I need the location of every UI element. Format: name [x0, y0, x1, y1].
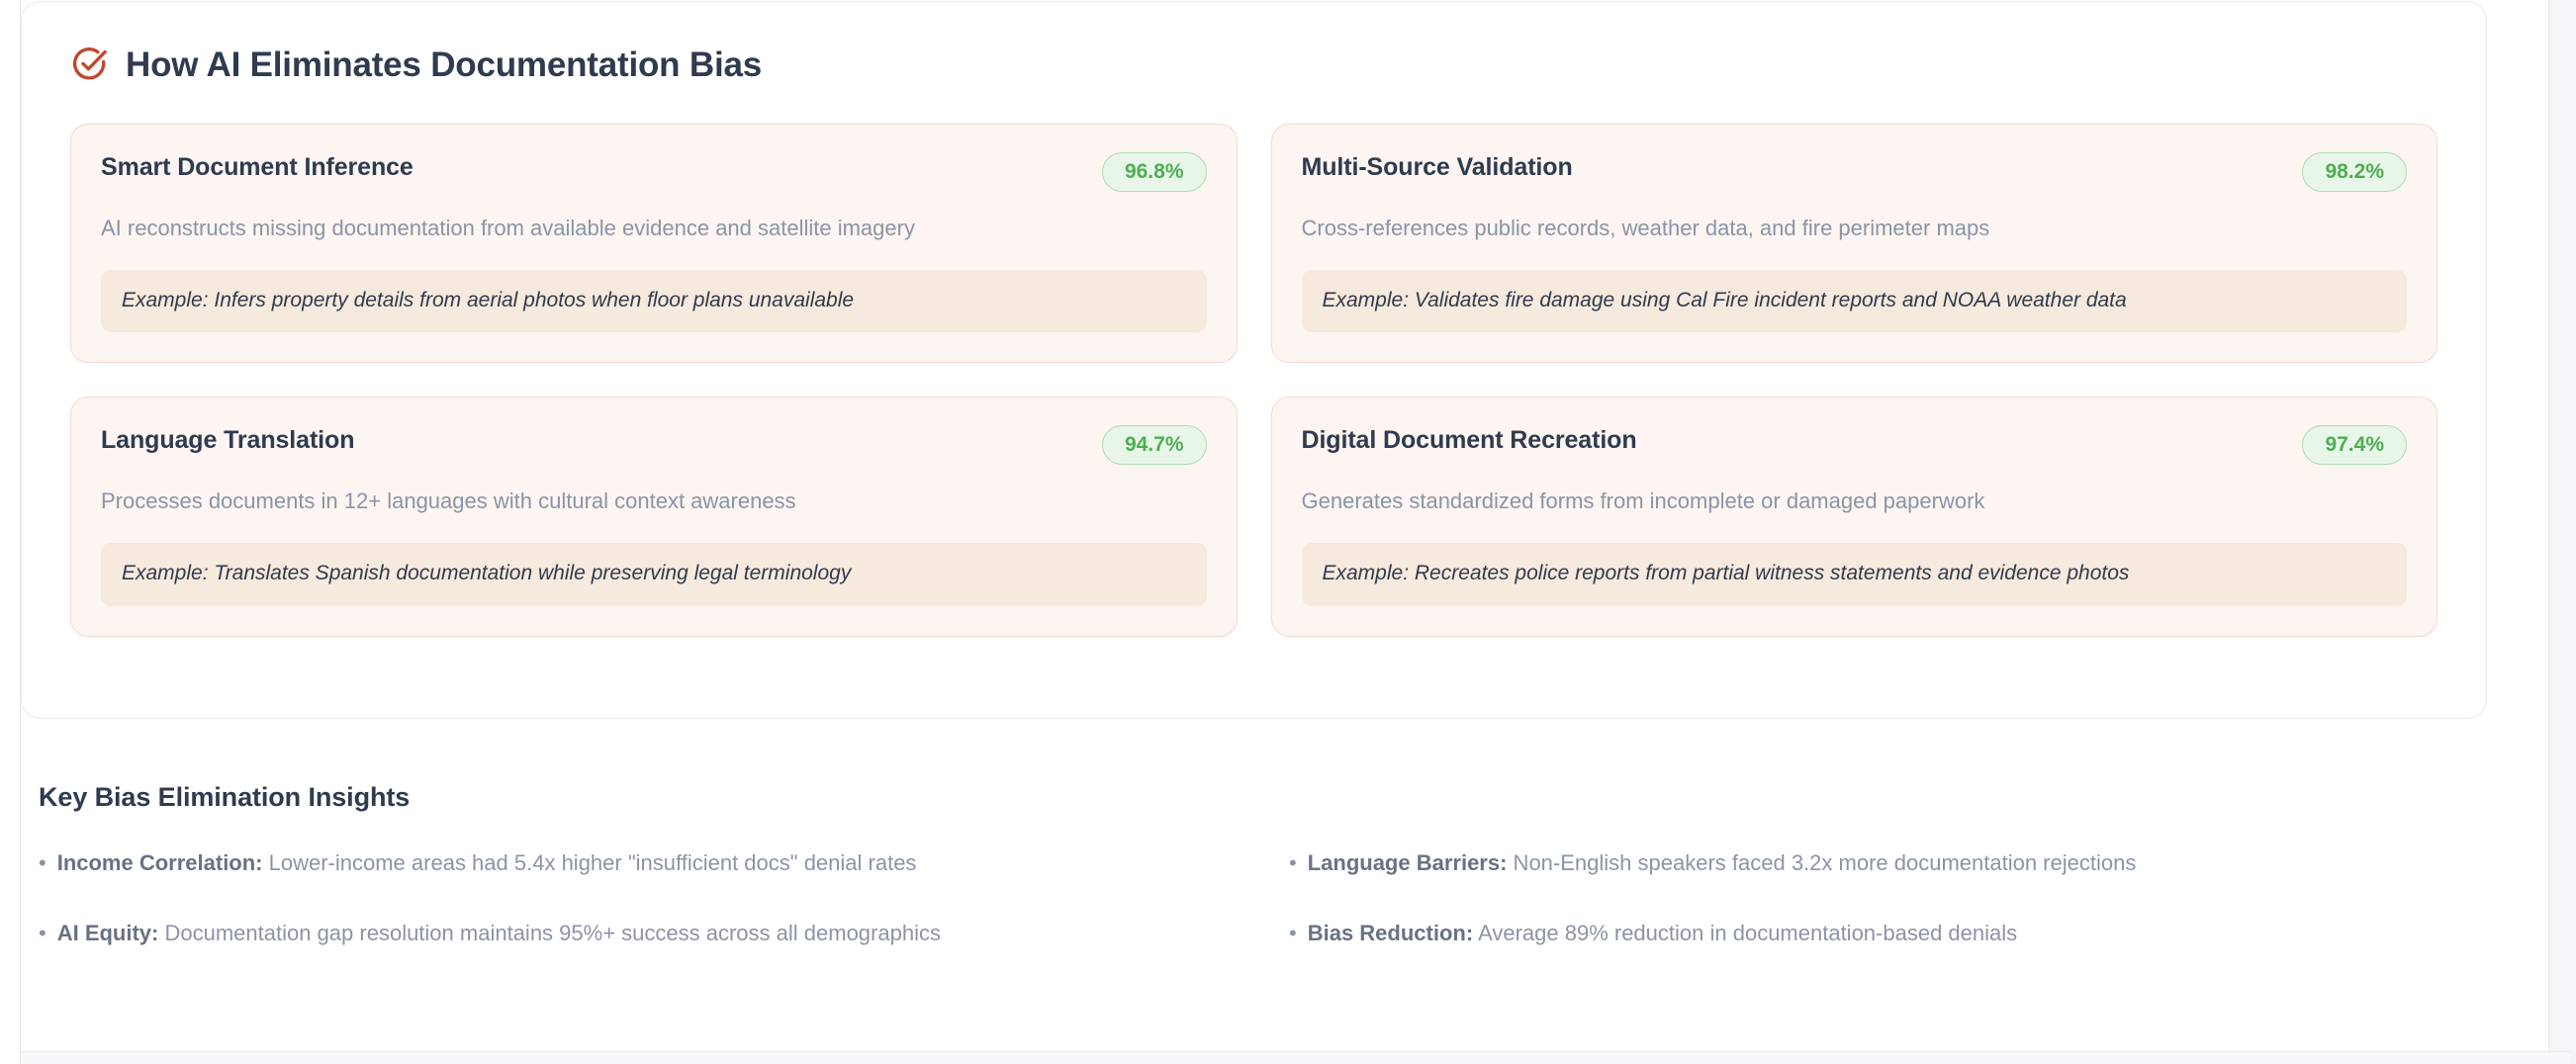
insight-item: • AI Equity: Documentation gap resolutio…	[39, 899, 1261, 969]
insight-label: AI Equity:	[56, 920, 159, 945]
ai-bias-section-card: How AI Eliminates Documentation Bias Sma…	[21, 1, 2487, 719]
insight-label: Bias Reduction:	[1307, 920, 1474, 945]
feature-title: Multi-Source Validation	[1301, 153, 1573, 181]
bullet-icon: •	[1289, 920, 1297, 945]
feature-card-header: Multi-Source Validation 98.2%	[1301, 152, 2407, 193]
bottom-divider	[21, 1051, 2570, 1052]
section-header: How AI Eliminates Documentation Bias	[22, 2, 2486, 83]
insights-section: Key Bias Elimination Insights • Income C…	[39, 782, 2512, 969]
feature-example: Example: Recreates police reports from p…	[1301, 543, 2407, 606]
feature-description: AI reconstructs missing documentation fr…	[101, 216, 915, 241]
bullet-icon: •	[1289, 850, 1297, 875]
insight-label: Language Barriers:	[1307, 850, 1508, 875]
bullet-icon: •	[39, 850, 46, 875]
feature-card-header: Smart Document Inference 96.8%	[101, 152, 1207, 193]
insight-value: Average 89% reduction in documentation-b…	[1473, 920, 2018, 945]
feature-description: Processes documents in 12+ languages wit…	[101, 488, 796, 514]
accuracy-badge: 94.7%	[1101, 425, 1207, 466]
feature-title: Language Translation	[101, 426, 355, 455]
insight-item: • Language Barriers: Non-English speaker…	[1289, 829, 2512, 899]
check-circle-icon	[70, 45, 108, 83]
accuracy-badge: 96.8%	[1101, 152, 1207, 193]
bottom-strip	[21, 1052, 2570, 1064]
feature-example: Example: Translates Spanish documentatio…	[101, 543, 1207, 606]
feature-card[interactable]: Multi-Source Validation 98.2% Cross-refe…	[1270, 124, 2438, 364]
panel-content: How AI Eliminates Documentation Bias Sma…	[21, 1, 2570, 1064]
bullet-icon: •	[39, 920, 46, 945]
insight-item: • Bias Reduction: Average 89% reduction …	[1289, 899, 2512, 969]
insight-body: Bias Reduction: Average 89% reduction in…	[1308, 919, 2017, 949]
feature-title: Digital Document Recreation	[1301, 426, 1637, 455]
accuracy-badge: 98.2%	[2302, 152, 2407, 193]
feature-description: Cross-references public records, weather…	[1301, 216, 1990, 241]
insight-label: Income Correlation:	[56, 850, 263, 875]
insight-body: Income Correlation: Lower-income areas h…	[57, 848, 917, 879]
feature-title: Smart Document Inference	[101, 153, 414, 181]
insight-value: Documentation gap resolution maintains 9…	[158, 920, 941, 945]
feature-card[interactable]: Digital Document Recreation 97.4% Genera…	[1270, 397, 2438, 637]
feature-example: Example: Infers property details from ae…	[101, 269, 1207, 333]
section-title: How AI Eliminates Documentation Bias	[126, 44, 763, 84]
insight-item: • Income Correlation: Lower-income areas…	[39, 829, 1261, 899]
insight-body: AI Equity: Documentation gap resolution …	[57, 919, 941, 949]
viewport-panel: How AI Eliminates Documentation Bias Sma…	[20, 0, 2570, 1064]
insight-body: Language Barriers: Non-English speakers …	[1308, 848, 2137, 879]
right-gutter	[2549, 0, 2576, 1064]
insight-value: Non-English speakers faced 3.2x more doc…	[1507, 850, 2137, 875]
feature-card[interactable]: Smart Document Inference 96.8% AI recons…	[70, 124, 1238, 364]
insights-grid: • Income Correlation: Lower-income areas…	[39, 829, 2512, 969]
feature-card-grid: Smart Document Inference 96.8% AI recons…	[22, 83, 2486, 637]
insight-value: Lower-income areas had 5.4x higher "insu…	[262, 850, 917, 875]
feature-example: Example: Validates fire damage using Cal…	[1301, 269, 2407, 333]
feature-card[interactable]: Language Translation 94.7% Processes doc…	[70, 397, 1238, 637]
insights-title: Key Bias Elimination Insights	[39, 782, 411, 812]
feature-description: Generates standardized forms from incomp…	[1301, 488, 1985, 514]
feature-card-header: Digital Document Recreation 97.4%	[1301, 425, 2407, 466]
feature-card-header: Language Translation 94.7%	[101, 425, 1207, 466]
accuracy-badge: 97.4%	[2302, 425, 2407, 466]
